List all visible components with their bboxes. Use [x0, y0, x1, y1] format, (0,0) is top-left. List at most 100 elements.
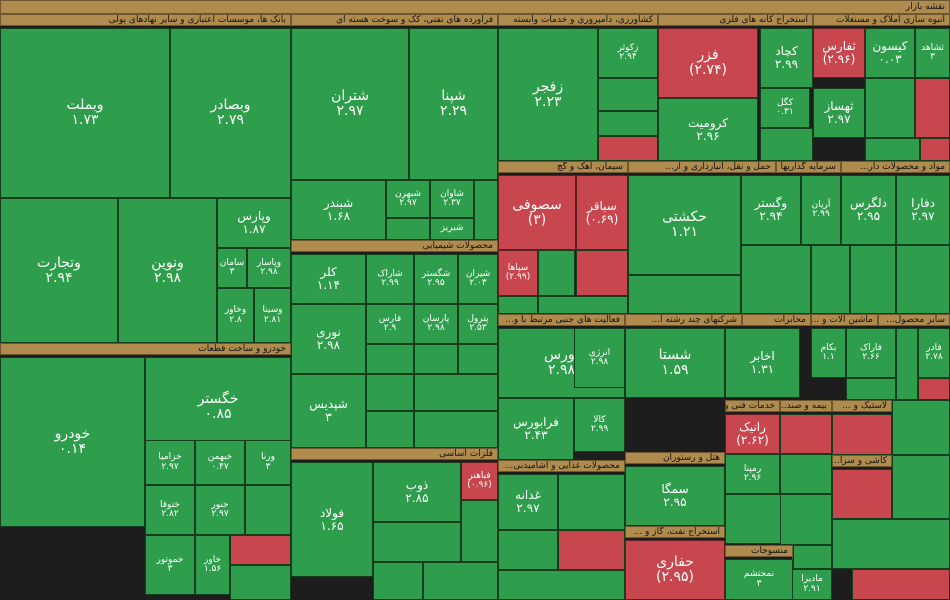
tile-dalgharis[interactable]: دلگرس ۲.۹۵	[841, 175, 896, 245]
tile-fbahonar[interactable]: فباهنر (۰.۹۶)	[461, 462, 498, 500]
tile-kgol[interactable]: کگل ۰.۳۱	[760, 88, 810, 128]
tile-small[interactable]	[865, 138, 920, 161]
sector-header-oil[interactable]: فراورده های نفتی، کک و سوخت هسته ای	[291, 14, 498, 26]
tile-khavar[interactable]: خاور ۱.۵۶	[195, 535, 230, 595]
tile-small[interactable]	[230, 535, 291, 565]
tile-fagar[interactable]: فاراک ۲.۶۶	[846, 328, 896, 378]
tile-nmohtasham[interactable]: نمحتشم ۳	[725, 559, 793, 600]
tile-vtejarat[interactable]: وتجارت ۲.۹۴	[0, 198, 118, 343]
sector-header-machinery[interactable]: ماشین آلات و ...	[811, 314, 878, 326]
tile-small[interactable]	[366, 374, 414, 411]
sector-header-food2[interactable]: مواد و محصولات دار...	[841, 161, 950, 173]
tile-zkoosh[interactable]: زکوثر ۲.۹۴	[598, 28, 658, 78]
tile-sesofi[interactable]: سصوفی (۳)	[498, 175, 576, 250]
tile-zob[interactable]: ذوب ۲.۸۵	[373, 462, 461, 522]
tile-small[interactable]	[366, 344, 414, 374]
sector-header-chem[interactable]: محصولات شیمیایی	[291, 240, 498, 252]
tile-thfars[interactable]: ثفارس (۲.۹۶)	[813, 28, 865, 78]
tile-shiran[interactable]: شیران ۲.۰۳	[458, 254, 498, 304]
tile-small[interactable]	[832, 519, 950, 569]
sector-header-cement[interactable]: سیمان، آهک و گچ	[498, 161, 628, 173]
tile-small[interactable]	[366, 411, 414, 448]
tile-fader[interactable]: فادر ۲.۷۸	[918, 328, 950, 378]
tile-hafari[interactable]: حفاری (۲.۹۵)	[625, 540, 725, 600]
tile-small[interactable]	[865, 78, 915, 138]
tile-sepaha[interactable]: سپاها (۲.۹۹)	[498, 250, 538, 296]
tile-kayson[interactable]: کیسون ۰.۰۳	[865, 28, 915, 78]
tile-khtoghi[interactable]: ختوقا ۲.۸۲	[145, 485, 195, 535]
tile-small[interactable]	[498, 570, 625, 600]
tile-small[interactable]	[832, 469, 892, 519]
sector-header-basicmetals[interactable]: فلزات اساسی	[291, 448, 498, 460]
tile-hakeshti[interactable]: حکشتی ۱.۲۱	[628, 175, 741, 275]
sector-header-metalmine[interactable]: استخراج کانه های فلزی	[658, 14, 813, 26]
tile-small[interactable]	[896, 328, 918, 400]
sector-header-it[interactable]: خدمات فنی و ...	[725, 400, 780, 412]
tile-small[interactable]	[892, 455, 950, 519]
sector-header-agri[interactable]: کشاورزی، دامپروری و خدمات وابسته	[498, 14, 658, 26]
tile-bekam[interactable]: بکام ۱.۱	[811, 328, 846, 378]
tile-khzamia[interactable]: خزامیا ۲.۹۷	[145, 440, 195, 485]
tile-arian[interactable]: آریان ۲.۹۹	[801, 175, 841, 245]
tile-vkhavar[interactable]: وخاور ۲.۸	[217, 288, 254, 343]
tile-shapdis[interactable]: شپدیس ۳	[291, 374, 366, 448]
tile-vnovin[interactable]: ونوین ۲.۹۸	[118, 198, 217, 343]
tile-small[interactable]	[892, 400, 950, 455]
tile-small[interactable]	[920, 138, 950, 161]
tile-fooled[interactable]: فولاد ۱.۶۵	[291, 462, 373, 577]
sector-header-auto[interactable]: خودرو و ساخت قطعات	[0, 343, 291, 355]
tile-rampna[interactable]: رمپنا ۲.۹۶	[725, 454, 780, 494]
sector-header-rubber[interactable]: لاستیک و ...	[832, 400, 892, 412]
tile-khmotor[interactable]: خموتور ۳	[145, 535, 195, 595]
tile-small[interactable]	[598, 78, 658, 111]
tile-small[interactable]	[373, 562, 423, 600]
tile-nori[interactable]: نوری ۲.۹۸	[291, 304, 366, 374]
tile-thshahed[interactable]: ثشاهد ۳	[915, 28, 950, 78]
tile-dafara[interactable]: دفارا ۲.۹۷	[896, 175, 950, 245]
tile-small[interactable]	[850, 245, 896, 314]
tile-small[interactable]	[414, 374, 498, 411]
tile-small[interactable]	[558, 474, 625, 530]
tile-small[interactable]	[780, 414, 832, 454]
sector-header-finance[interactable]: فعالیت های جنبی مرتبط با و...	[498, 314, 625, 326]
tile-small[interactable]	[558, 530, 625, 570]
tile-sharak[interactable]: شاراک ۲.۹۹	[366, 254, 414, 304]
tile-small[interactable]	[760, 128, 813, 161]
tile-fars[interactable]: فارس ۲.۹	[366, 304, 414, 344]
tile-vrna[interactable]: ورنا ۳	[245, 440, 291, 485]
tile-small[interactable]	[628, 275, 741, 314]
tile-small[interactable]	[498, 530, 558, 570]
tile-small[interactable]	[793, 545, 832, 569]
tile-small[interactable]	[414, 344, 458, 374]
tile-farabours[interactable]: فرابورس ۲.۴۳	[498, 398, 574, 460]
tile-ranik[interactable]: رانیک (۲.۶۲)	[725, 414, 780, 454]
tile-small[interactable]	[230, 565, 291, 600]
tile-vgostar[interactable]: وگستر ۲.۹۴	[741, 175, 801, 245]
tile-small[interactable]	[245, 485, 291, 535]
tile-anrji[interactable]: انرژی ۲.۹۸	[574, 328, 625, 388]
sector-header-invest[interactable]: سرمایه گذاریها	[776, 161, 841, 173]
tile-shavan[interactable]: شاوان ۲.۳۷	[430, 180, 474, 218]
tile-small[interactable]	[474, 180, 498, 240]
tile-small[interactable]	[576, 250, 628, 296]
tile-small[interactable]	[538, 250, 575, 296]
tile-vpars[interactable]: وپارس ۱.۸۷	[217, 198, 291, 248]
tile-kala[interactable]: کلر ۱.۱۴	[291, 254, 366, 304]
tile-small[interactable]	[598, 136, 658, 161]
sector-header-bank[interactable]: بانک ها، موسسات اعتباری و سایر نهادهای پ…	[0, 14, 291, 26]
sector-header-multi[interactable]: شرکتهای چند رشته ا...	[625, 314, 742, 326]
sector-header-food[interactable]: محصولات غذایی و آشامیدنی...	[498, 460, 625, 472]
tile-shtaraz[interactable]: شبریز	[430, 218, 474, 240]
tile-small[interactable]	[918, 378, 950, 400]
sector-header-realestate[interactable]: انبوه سازی املاک و مستغلات	[813, 14, 950, 26]
tile-small[interactable]	[915, 78, 950, 138]
tile-small[interactable]	[846, 378, 896, 400]
tile-small[interactable]	[598, 111, 658, 136]
tile-small[interactable]	[741, 245, 811, 314]
tile-vsina[interactable]: وسینا ۲.۸۱	[254, 288, 291, 343]
sector-header-hotel[interactable]: هتل و رستوران	[625, 452, 725, 464]
tile-small[interactable]	[386, 218, 430, 240]
tile-khbahman[interactable]: خبهمن ۰.۴۷	[195, 440, 245, 485]
tile-small[interactable]	[811, 245, 850, 314]
sector-header-textile[interactable]: منسوجات	[725, 545, 793, 557]
